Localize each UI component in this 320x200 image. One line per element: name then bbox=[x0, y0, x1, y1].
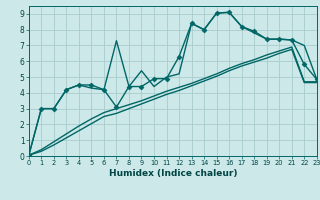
X-axis label: Humidex (Indice chaleur): Humidex (Indice chaleur) bbox=[108, 169, 237, 178]
